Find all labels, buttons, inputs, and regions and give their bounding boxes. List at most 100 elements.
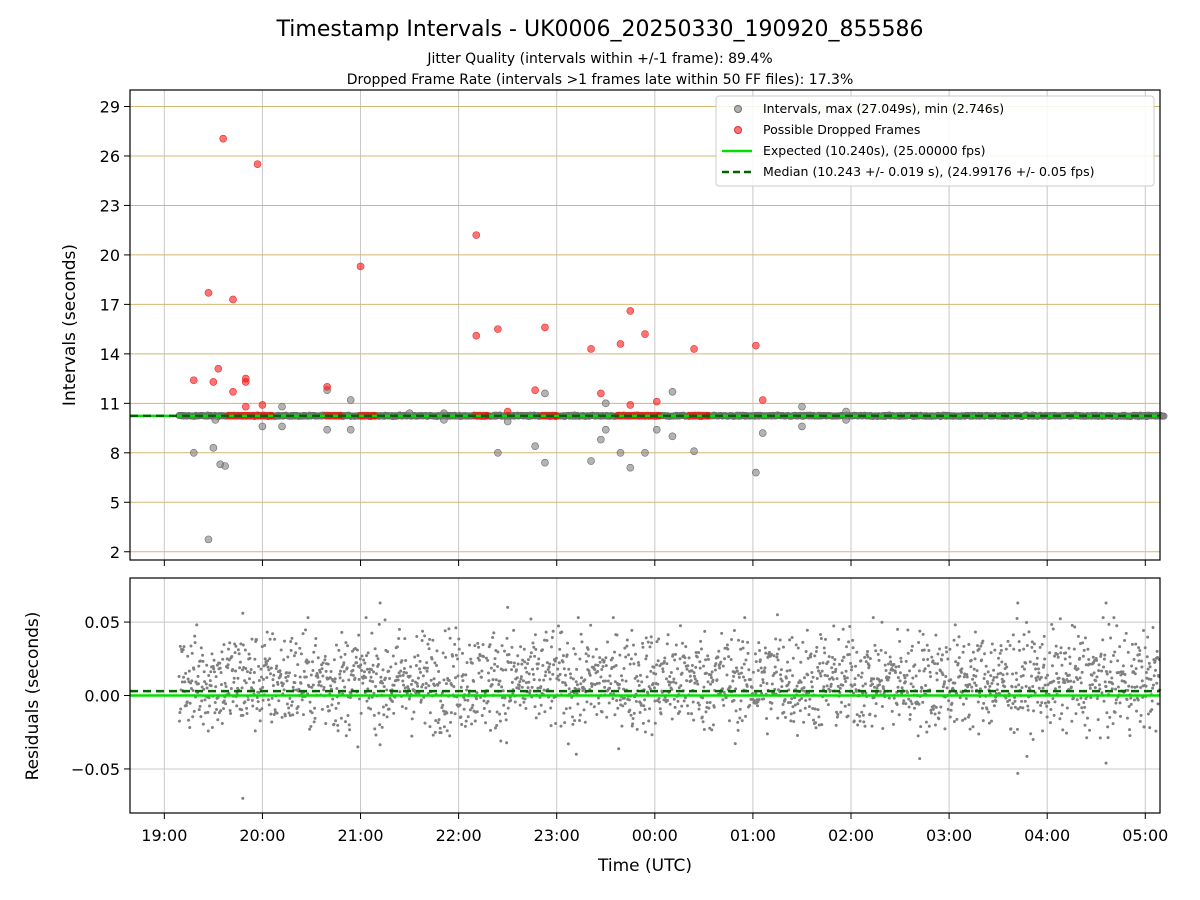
- residual-point: [691, 700, 695, 704]
- residual-point: [907, 697, 911, 701]
- residual-point: [347, 678, 351, 682]
- residual-point: [478, 654, 482, 658]
- residual-point: [378, 723, 382, 727]
- residual-point: [205, 663, 209, 667]
- residual-point: [1090, 673, 1094, 677]
- residual-point: [835, 677, 839, 681]
- residual-point: [241, 713, 245, 717]
- residual-point: [418, 659, 422, 663]
- residual-point: [645, 675, 649, 679]
- residual-point: [833, 657, 837, 661]
- residual-point: [1048, 651, 1052, 655]
- residual-point: [500, 685, 504, 689]
- residual-point: [1005, 672, 1009, 676]
- residual-point: [392, 711, 396, 715]
- residual-point: [482, 699, 486, 703]
- residual-point: [1043, 683, 1047, 687]
- residual-point: [283, 639, 287, 643]
- residual-point: [809, 680, 813, 684]
- residual-point: [823, 651, 827, 655]
- residual-point: [918, 629, 922, 633]
- residual-point: [464, 719, 468, 723]
- residual-point: [1014, 685, 1018, 689]
- residual-point: [188, 725, 192, 729]
- residual-point: [945, 686, 949, 690]
- residual-point: [291, 713, 295, 717]
- dropped-frame-point: [189, 376, 198, 385]
- residual-point: [579, 682, 583, 686]
- residual-point: [981, 639, 985, 643]
- residual-point: [620, 724, 624, 728]
- residual-point: [1085, 736, 1089, 740]
- residual-point: [615, 633, 619, 637]
- residual-point: [371, 680, 375, 684]
- residual-point: [976, 700, 980, 704]
- time-x-tick-label: 01:00: [730, 826, 776, 845]
- residual-point: [1040, 701, 1044, 705]
- residual-point: [271, 684, 275, 688]
- residual-point: [484, 656, 488, 660]
- residual-point: [671, 653, 675, 657]
- residual-point: [458, 703, 462, 707]
- residual-point: [253, 657, 257, 661]
- residual-point: [193, 641, 197, 645]
- residual-point: [284, 675, 288, 679]
- residual-point: [1129, 702, 1133, 706]
- residual-point: [493, 726, 497, 730]
- residual-point: [457, 647, 461, 651]
- residual-point: [823, 637, 827, 641]
- residual-point: [629, 657, 633, 661]
- dropped-frame-point: [323, 383, 331, 391]
- residual-point: [606, 679, 610, 683]
- residual-point: [238, 660, 242, 664]
- residual-point: [205, 686, 209, 690]
- interval-point: [440, 416, 448, 424]
- residual-point: [1000, 660, 1004, 664]
- residual-point: [395, 645, 399, 649]
- residual-point: [472, 679, 476, 683]
- residual-point: [425, 669, 429, 673]
- residual-point: [971, 725, 975, 729]
- residual-point: [635, 675, 639, 679]
- residual-point: [306, 616, 310, 620]
- residual-point: [416, 676, 420, 680]
- residual-point: [776, 658, 780, 662]
- dropped-frame-point: [494, 325, 502, 333]
- residual-point: [304, 628, 308, 632]
- residual-point: [646, 640, 650, 644]
- residual-point: [787, 680, 791, 684]
- residual-point: [810, 671, 814, 675]
- residual-point: [908, 713, 912, 717]
- residual-point: [477, 645, 481, 649]
- residual-point: [420, 639, 424, 643]
- interval-point: [752, 468, 760, 477]
- residual-point: [1031, 685, 1035, 689]
- residual-point: [1099, 652, 1103, 656]
- residual-point: [280, 715, 284, 719]
- residual-point: [1111, 682, 1115, 686]
- residual-point: [382, 713, 386, 717]
- residual-point: [818, 661, 822, 665]
- residual-point: [969, 658, 973, 662]
- residual-point: [1121, 670, 1125, 674]
- residual-point: [917, 702, 921, 706]
- residual-point: [938, 647, 942, 651]
- residual-point: [692, 671, 696, 675]
- residual-point: [596, 696, 600, 700]
- residual-point: [580, 676, 584, 680]
- residual-point: [874, 649, 878, 653]
- residual-point: [298, 675, 302, 679]
- residual-point: [1137, 653, 1141, 657]
- residual-point: [464, 673, 468, 677]
- dropped-frame-point: [241, 378, 250, 386]
- residual-point: [630, 628, 634, 632]
- residual-point: [723, 657, 727, 661]
- residual-point: [594, 663, 598, 667]
- residual-point: [573, 652, 577, 656]
- residual-point: [1032, 642, 1036, 646]
- residual-point: [415, 634, 419, 638]
- residual-point: [704, 671, 708, 675]
- residual-point: [881, 727, 885, 731]
- residual-point: [520, 685, 524, 689]
- residual-point: [892, 696, 896, 700]
